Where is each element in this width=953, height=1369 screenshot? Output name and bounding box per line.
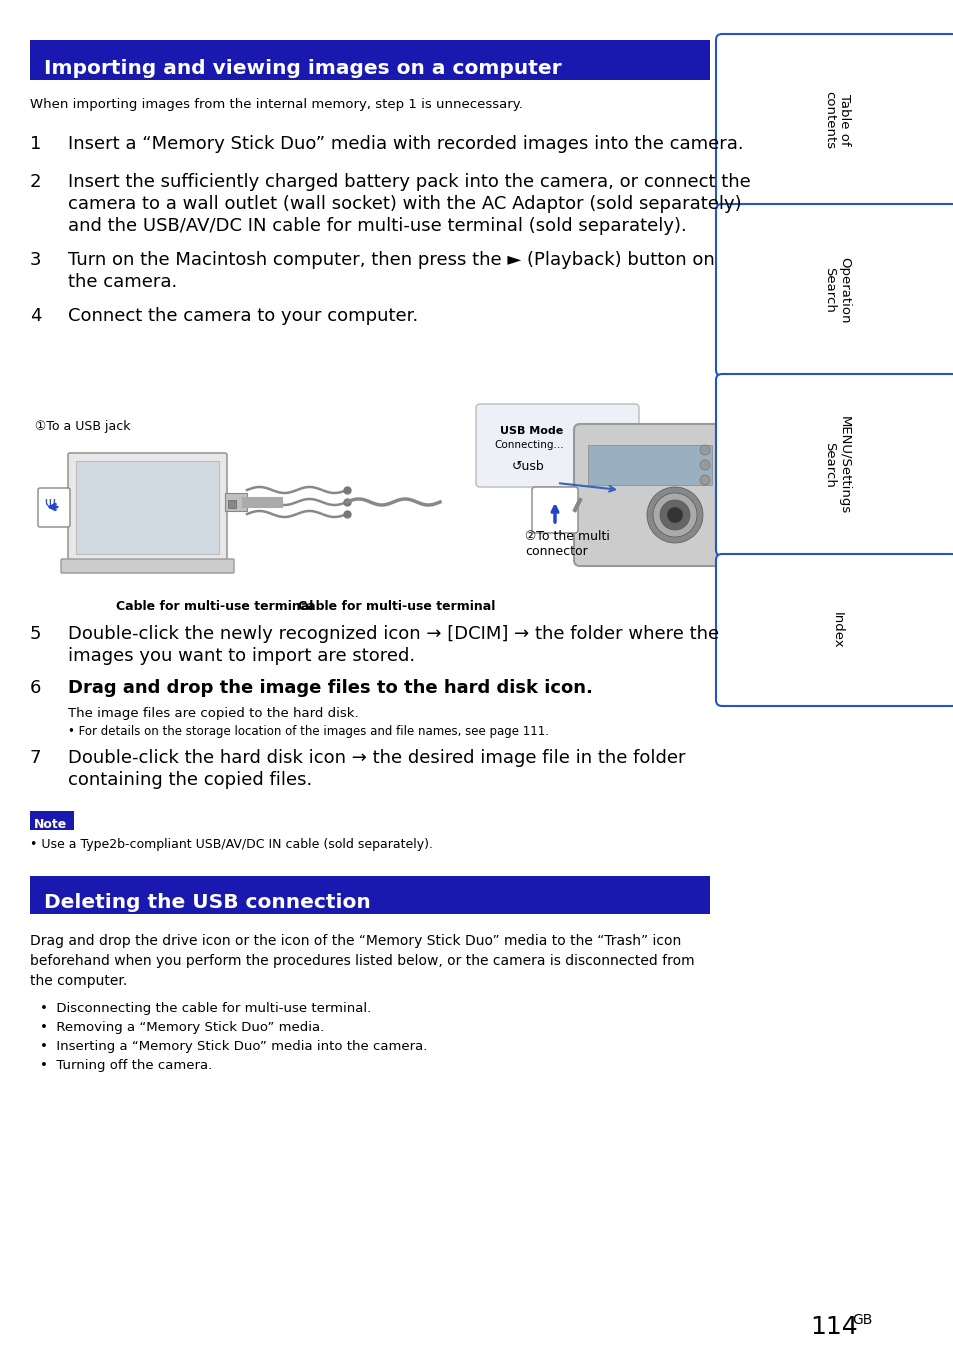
Bar bbox=[30, 40, 709, 79]
FancyBboxPatch shape bbox=[716, 554, 953, 706]
Text: 3: 3 bbox=[30, 251, 42, 268]
Text: Insert the sufficiently charged battery pack into the camera, or connect the: Insert the sufficiently charged battery … bbox=[68, 172, 750, 192]
Text: Connecting...: Connecting... bbox=[494, 439, 563, 450]
Text: Connect the camera to your computer.: Connect the camera to your computer. bbox=[68, 307, 417, 324]
Text: When importing images from the internal memory, step 1 is unnecessary.: When importing images from the internal … bbox=[30, 99, 522, 111]
FancyBboxPatch shape bbox=[716, 374, 953, 556]
Text: Importing and viewing images on a computer: Importing and viewing images on a comput… bbox=[44, 59, 561, 78]
Text: Cable for multi-use terminal: Cable for multi-use terminal bbox=[116, 600, 314, 613]
Circle shape bbox=[666, 507, 682, 523]
Text: Turn on the Macintosh computer, then press the ► (Playback) button on: Turn on the Macintosh computer, then pre… bbox=[68, 251, 714, 268]
FancyBboxPatch shape bbox=[38, 487, 70, 527]
Text: Note: Note bbox=[34, 819, 67, 831]
Bar bbox=[30, 810, 74, 830]
Text: MENU/Settings
Search: MENU/Settings Search bbox=[822, 416, 850, 515]
Text: 1: 1 bbox=[30, 136, 41, 153]
Text: •  Turning off the camera.: • Turning off the camera. bbox=[40, 1060, 212, 1072]
Circle shape bbox=[652, 493, 697, 537]
Text: 2: 2 bbox=[30, 172, 42, 192]
Text: Deleting the USB connection: Deleting the USB connection bbox=[44, 894, 371, 913]
Text: GB: GB bbox=[851, 1313, 871, 1327]
Circle shape bbox=[659, 500, 689, 530]
Text: 7: 7 bbox=[30, 749, 42, 767]
Text: •  Disconnecting the cable for multi-use terminal.: • Disconnecting the cable for multi-use … bbox=[40, 1002, 371, 1014]
Text: Index: Index bbox=[830, 612, 842, 649]
Text: Ψ: Ψ bbox=[44, 498, 55, 512]
Text: camera to a wall outlet (wall socket) with the AC Adaptor (sold separately): camera to a wall outlet (wall socket) wi… bbox=[68, 194, 740, 214]
Text: ①To a USB jack: ①To a USB jack bbox=[35, 420, 131, 433]
FancyBboxPatch shape bbox=[716, 34, 953, 205]
Text: Double-click the newly recognized icon → [DCIM] → the folder where the: Double-click the newly recognized icon →… bbox=[68, 626, 719, 643]
FancyBboxPatch shape bbox=[716, 204, 953, 376]
Circle shape bbox=[646, 487, 702, 543]
Text: 5: 5 bbox=[30, 626, 42, 643]
Text: The image files are copied to the hard disk.: The image files are copied to the hard d… bbox=[68, 706, 358, 720]
Bar bbox=[228, 500, 235, 508]
Text: ↺usb: ↺usb bbox=[512, 460, 544, 474]
Bar bbox=[587, 445, 711, 485]
Text: Double-click the hard disk icon → the desired image file in the folder: Double-click the hard disk icon → the de… bbox=[68, 749, 685, 767]
Text: Drag and drop the image files to the hard disk icon.: Drag and drop the image files to the har… bbox=[68, 679, 592, 697]
Bar bbox=[30, 876, 709, 914]
FancyBboxPatch shape bbox=[61, 559, 233, 574]
FancyBboxPatch shape bbox=[574, 424, 725, 565]
Text: Operation
Search: Operation Search bbox=[822, 257, 850, 323]
Text: •  Inserting a “Memory Stick Duo” media into the camera.: • Inserting a “Memory Stick Duo” media i… bbox=[40, 1040, 427, 1053]
Text: Insert a “Memory Stick Duo” media with recorded images into the camera.: Insert a “Memory Stick Duo” media with r… bbox=[68, 136, 742, 153]
Text: •  Removing a “Memory Stick Duo” media.: • Removing a “Memory Stick Duo” media. bbox=[40, 1021, 324, 1034]
Text: the camera.: the camera. bbox=[68, 272, 177, 292]
Circle shape bbox=[700, 475, 709, 485]
Text: Cable for multi-use terminal: Cable for multi-use terminal bbox=[298, 600, 496, 613]
Text: images you want to import are stored.: images you want to import are stored. bbox=[68, 648, 415, 665]
Bar bbox=[225, 493, 247, 511]
Bar bbox=[76, 461, 219, 554]
Text: and the USB/AV/DC IN cable for multi-use terminal (sold separately).: and the USB/AV/DC IN cable for multi-use… bbox=[68, 218, 686, 235]
FancyBboxPatch shape bbox=[68, 453, 227, 563]
FancyBboxPatch shape bbox=[532, 487, 578, 533]
Text: containing the copied files.: containing the copied files. bbox=[68, 771, 312, 789]
Text: 6: 6 bbox=[30, 679, 41, 697]
Text: 4: 4 bbox=[30, 307, 42, 324]
Circle shape bbox=[700, 445, 709, 455]
Text: beforehand when you perform the procedures listed below, or the camera is discon: beforehand when you perform the procedur… bbox=[30, 954, 694, 968]
Text: USB Mode: USB Mode bbox=[499, 426, 562, 435]
Text: • Use a Type2b-compliant USB/AV/DC IN cable (sold separately).: • Use a Type2b-compliant USB/AV/DC IN ca… bbox=[30, 838, 433, 852]
Text: the computer.: the computer. bbox=[30, 973, 127, 988]
Text: 114: 114 bbox=[809, 1316, 857, 1339]
Text: Drag and drop the drive icon or the icon of the “Memory Stick Duo” media to the : Drag and drop the drive icon or the icon… bbox=[30, 934, 680, 947]
Text: Table of
contents: Table of contents bbox=[822, 90, 850, 149]
Circle shape bbox=[700, 460, 709, 470]
Text: • For details on the storage location of the images and file names, see page 111: • For details on the storage location of… bbox=[68, 726, 548, 738]
Text: ②To the multi
connector: ②To the multi connector bbox=[524, 530, 609, 559]
FancyBboxPatch shape bbox=[476, 404, 639, 487]
